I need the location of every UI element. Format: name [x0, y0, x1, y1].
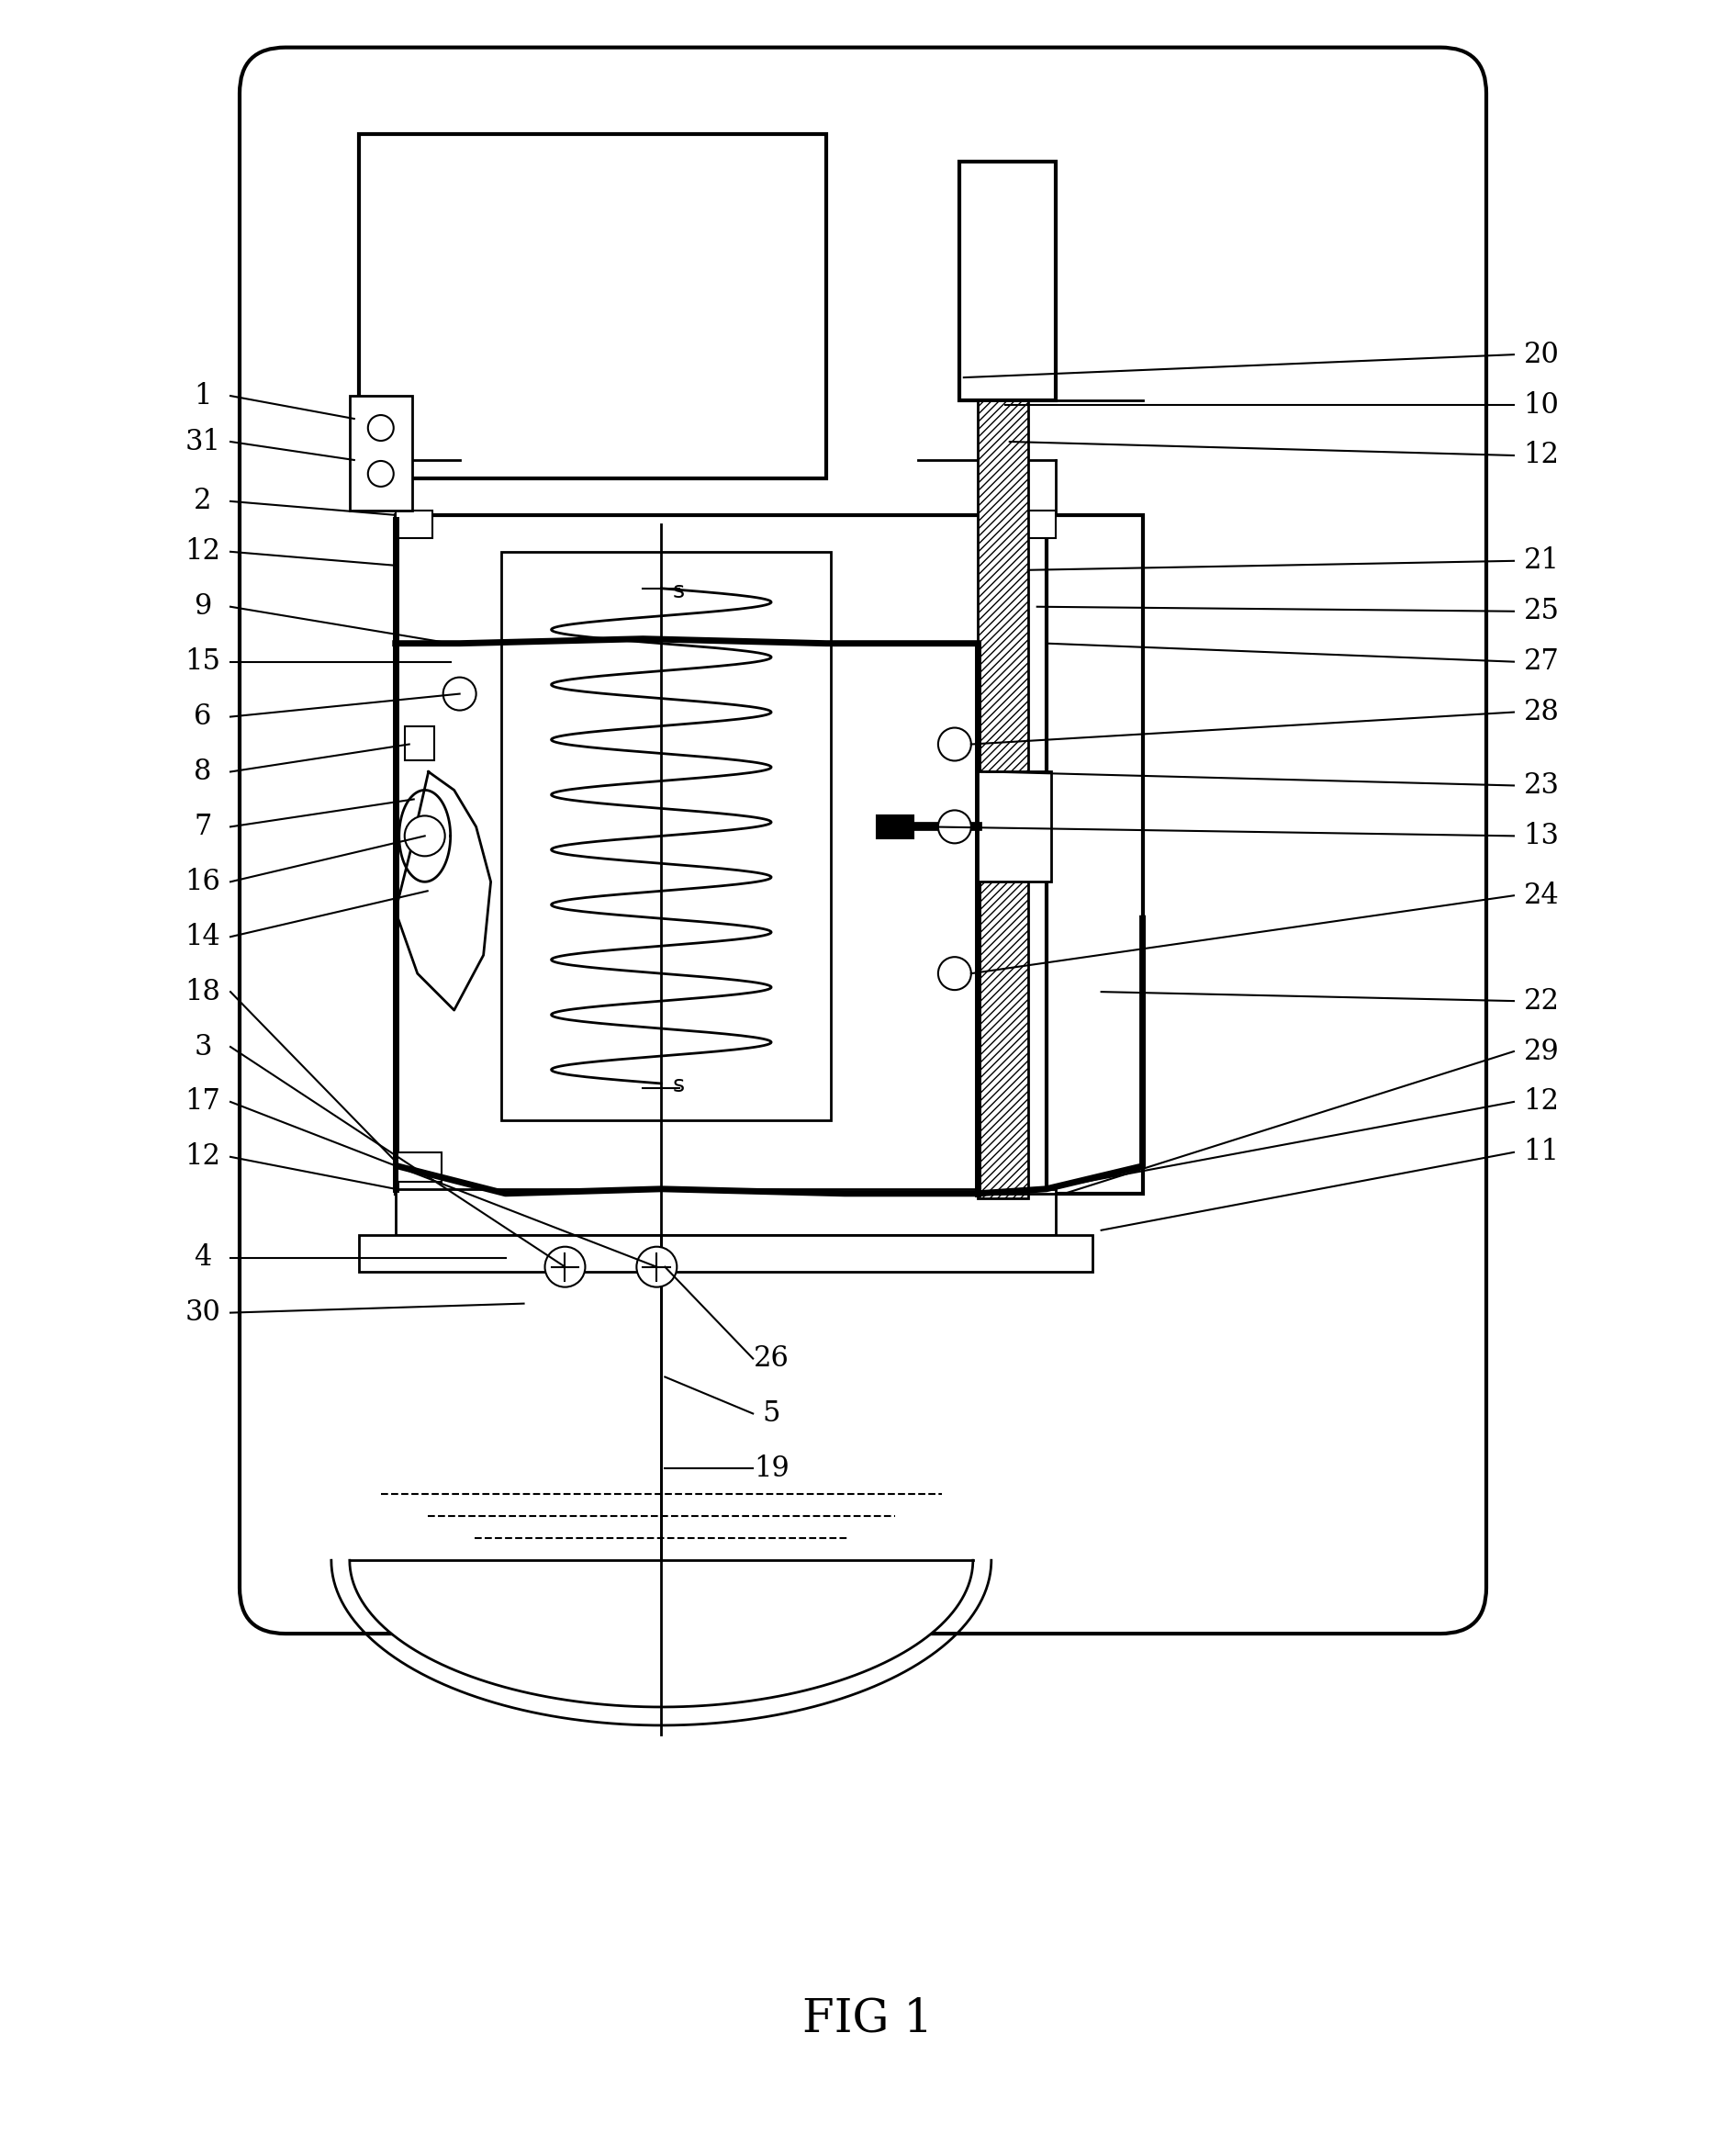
Bar	[977, 773, 1050, 881]
Text: 30: 30	[186, 1297, 220, 1327]
Text: 31: 31	[186, 427, 220, 457]
Text: 27: 27	[1524, 647, 1559, 676]
Text: 25: 25	[1524, 598, 1559, 625]
Text: 12: 12	[1524, 1088, 1559, 1116]
Text: 18: 18	[186, 977, 220, 1005]
Bar	[960, 162, 1055, 401]
Bar	[359, 134, 826, 478]
FancyBboxPatch shape	[240, 47, 1486, 1635]
Bar	[502, 553, 832, 1120]
Polygon shape	[349, 1560, 972, 1707]
Bar	[396, 514, 1055, 1193]
Text: 5: 5	[762, 1400, 779, 1428]
Text: 12: 12	[1524, 442, 1559, 469]
Text: 24: 24	[1524, 881, 1559, 909]
Text: 17: 17	[186, 1088, 220, 1116]
Text: 20: 20	[1524, 339, 1559, 369]
Circle shape	[404, 815, 444, 856]
Text: 2: 2	[194, 487, 212, 516]
Text: 9: 9	[194, 593, 212, 621]
Text: 13: 13	[1524, 822, 1559, 849]
Bar	[404, 726, 434, 760]
Text: 19: 19	[753, 1455, 790, 1483]
Text: 26: 26	[753, 1344, 790, 1372]
Bar	[1019, 510, 1055, 538]
Bar	[349, 395, 411, 510]
Circle shape	[937, 956, 970, 990]
Text: 28: 28	[1524, 698, 1559, 726]
Bar	[396, 510, 432, 538]
Text: 12: 12	[186, 1142, 220, 1172]
Text: s: s	[672, 1073, 684, 1097]
Bar	[877, 815, 913, 839]
Text: 8: 8	[194, 758, 212, 785]
Circle shape	[637, 1246, 677, 1287]
Text: 6: 6	[194, 702, 212, 732]
Circle shape	[443, 676, 476, 711]
Circle shape	[937, 728, 970, 760]
Text: s: s	[672, 580, 684, 602]
Bar	[1047, 514, 1142, 1193]
Text: 1: 1	[194, 382, 212, 410]
Text: 16: 16	[186, 869, 220, 896]
Text: 29: 29	[1524, 1037, 1559, 1065]
Text: FIG 1: FIG 1	[802, 1995, 934, 2042]
Bar	[398, 1152, 441, 1182]
Circle shape	[368, 461, 394, 487]
Bar	[359, 1236, 1092, 1272]
Text: 3: 3	[194, 1033, 212, 1061]
Text: 7: 7	[194, 813, 212, 841]
Text: 21: 21	[1524, 546, 1559, 574]
Text: 11: 11	[1524, 1137, 1559, 1167]
Text: 15: 15	[186, 647, 220, 676]
Text: 23: 23	[1524, 770, 1559, 800]
Text: 4: 4	[194, 1244, 212, 1272]
Text: 22: 22	[1524, 986, 1559, 1016]
Bar	[977, 401, 1028, 1197]
Circle shape	[545, 1246, 585, 1287]
Text: 10: 10	[1524, 391, 1559, 418]
Text: 12: 12	[186, 538, 220, 566]
Bar	[396, 1189, 1055, 1236]
Text: 14: 14	[186, 922, 220, 952]
Circle shape	[368, 416, 394, 442]
Circle shape	[937, 811, 970, 843]
